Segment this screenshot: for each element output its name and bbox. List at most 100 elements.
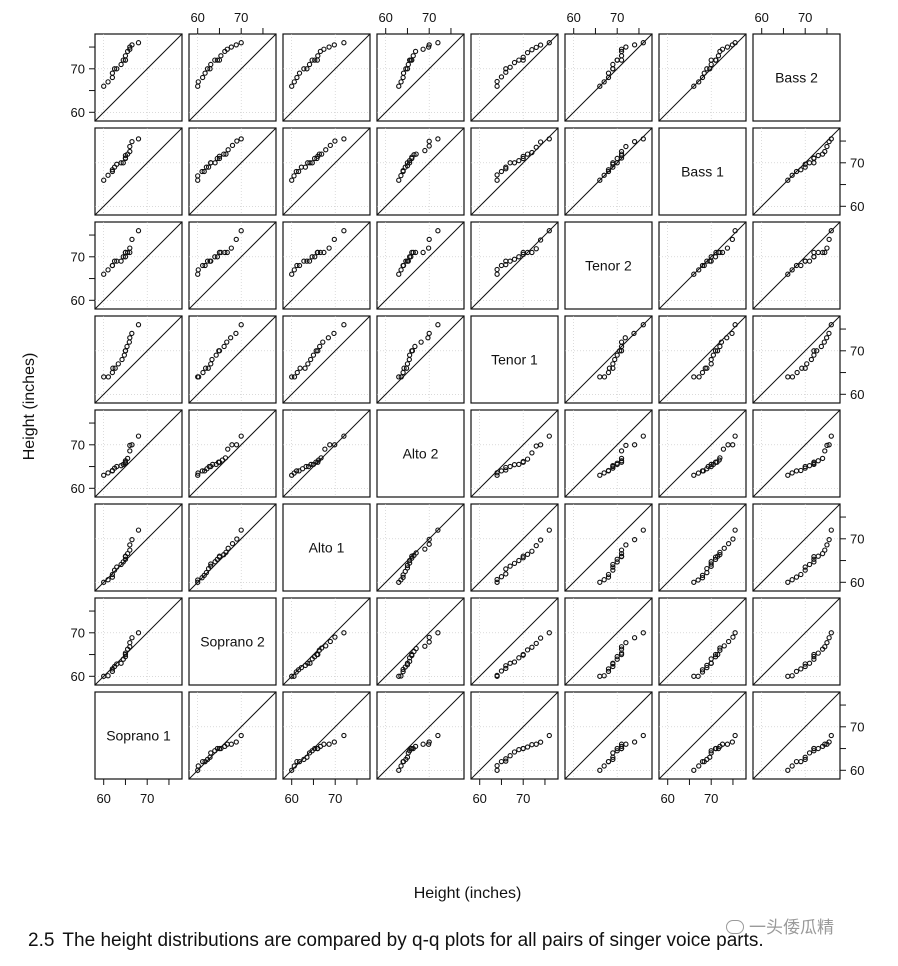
panel-6-8 xyxy=(752,503,841,592)
panel-2-3 xyxy=(282,127,371,216)
reference-line xyxy=(470,409,559,498)
qq-point xyxy=(494,579,500,585)
qq-point xyxy=(699,572,706,579)
qq-point xyxy=(216,553,223,559)
qq-point xyxy=(811,651,817,658)
qq-point xyxy=(294,74,300,81)
qq-point xyxy=(105,673,111,679)
qq-point xyxy=(326,741,332,747)
qq-point xyxy=(426,138,432,144)
reference-line xyxy=(376,315,465,404)
qq-point xyxy=(195,763,201,769)
panel-8-8 xyxy=(752,691,841,780)
panel-2-6 xyxy=(564,127,653,216)
qq-point xyxy=(601,470,607,476)
qq-point xyxy=(396,177,402,183)
qq-point xyxy=(715,651,721,658)
y-tick-label: 70 xyxy=(850,719,864,734)
qq-point xyxy=(135,228,142,234)
qq-point xyxy=(308,461,314,468)
qq-point xyxy=(618,148,625,155)
qq-point xyxy=(315,348,321,354)
qq-point xyxy=(503,69,509,75)
qq-point xyxy=(212,160,218,166)
qq-point xyxy=(223,549,229,556)
qq-point xyxy=(101,271,107,277)
qq-point xyxy=(503,566,509,572)
qq-point xyxy=(691,472,697,478)
qq-point xyxy=(520,745,526,752)
qq-point xyxy=(732,630,738,636)
reference-line xyxy=(94,409,183,498)
qq-point xyxy=(331,739,337,745)
qq-point xyxy=(494,177,500,183)
y-tick-label: 70 xyxy=(71,437,85,452)
panel-3-5 xyxy=(470,221,559,310)
qq-point xyxy=(210,461,216,468)
panel-5-4: Alto 2 xyxy=(376,409,465,498)
qq-point xyxy=(696,374,702,380)
panel-1-5 xyxy=(470,33,559,122)
qq-point xyxy=(732,527,738,533)
panel-8-7 xyxy=(658,691,747,780)
reference-line xyxy=(658,503,747,592)
qq-point xyxy=(109,168,116,175)
variable-label-bass-2: Bass 2 xyxy=(775,70,818,86)
qq-point xyxy=(105,79,111,85)
qq-point xyxy=(732,40,738,46)
y-tick-label: 60 xyxy=(71,293,85,308)
qq-point xyxy=(222,249,228,256)
qq-point xyxy=(822,448,828,454)
qq-point xyxy=(341,630,347,636)
x-axis-title: Height (inches) xyxy=(414,885,522,902)
qq-point xyxy=(503,66,509,72)
qq-point xyxy=(640,322,646,328)
y-tick-label: 60 xyxy=(850,199,864,214)
y-tick-label: 70 xyxy=(71,61,85,76)
qq-point xyxy=(717,645,723,651)
reference-line xyxy=(564,691,653,780)
qq-point xyxy=(701,262,707,269)
qq-point xyxy=(406,160,413,166)
qq-point xyxy=(135,136,142,142)
qq-point xyxy=(732,322,738,328)
qq-point xyxy=(824,640,830,646)
panel-4-1 xyxy=(94,315,183,404)
qq-point xyxy=(708,356,714,363)
qq-point xyxy=(124,343,130,350)
qq-point xyxy=(520,458,526,465)
qq-point xyxy=(717,343,723,350)
qq-point xyxy=(533,44,539,51)
qq-point xyxy=(109,668,116,675)
qq-point xyxy=(631,330,637,337)
variable-label-tenor-1: Tenor 1 xyxy=(491,352,538,368)
qq-point xyxy=(238,322,244,328)
qq-point xyxy=(331,42,337,48)
reference-line xyxy=(282,221,371,310)
panel-7-4 xyxy=(376,597,465,686)
x-tick-label: 60 xyxy=(284,791,298,806)
qq-point xyxy=(533,144,539,150)
qq-point xyxy=(533,741,539,747)
qq-point xyxy=(717,552,723,558)
panel-frame xyxy=(470,315,559,404)
reference-line xyxy=(282,33,371,122)
caption-text: The height distributions are compared by… xyxy=(62,930,764,951)
reference-line xyxy=(282,315,371,404)
reference-line xyxy=(94,127,183,216)
qq-point xyxy=(789,470,795,476)
qq-point xyxy=(798,758,804,765)
qq-point xyxy=(520,155,526,162)
qq-point xyxy=(811,556,817,562)
qq-point xyxy=(828,433,834,439)
reference-line xyxy=(188,221,277,310)
variable-label-soprano-1: Soprano 1 xyxy=(106,728,171,744)
qq-point xyxy=(127,46,133,52)
qq-point xyxy=(398,374,404,380)
reference-line xyxy=(94,33,183,122)
qq-point xyxy=(719,249,726,256)
qq-point xyxy=(222,455,229,461)
qq-point xyxy=(435,630,441,636)
qq-point xyxy=(225,446,231,452)
qq-point xyxy=(129,442,135,448)
